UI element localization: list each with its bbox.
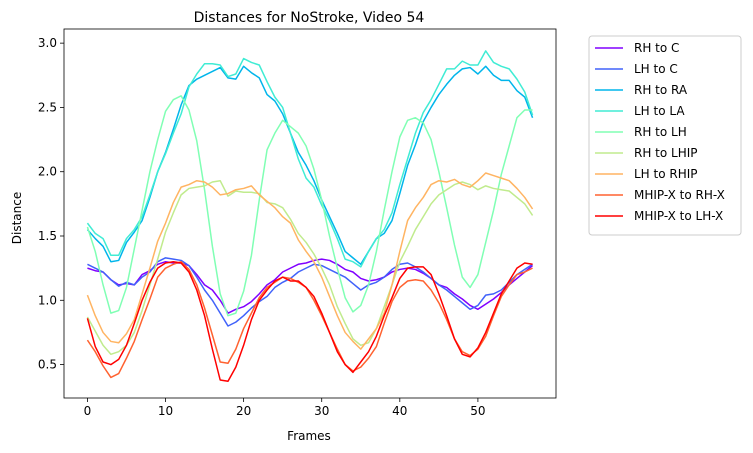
series-line-3 — [86, 65, 534, 266]
x-tick-label: 0 — [84, 404, 92, 418]
legend-box — [588, 35, 742, 236]
series-line-6 — [86, 179, 534, 356]
x-tick-label: 10 — [158, 404, 173, 418]
legend-entry: RH to LH — [634, 125, 687, 139]
series-line-9 — [86, 260, 533, 383]
axes-layer: 0 10 20 30 40 50 0.5 1.0 1.5 2.0 2.5 3.0 — [38, 28, 557, 418]
legend-entry: RH to RA — [634, 83, 688, 97]
y-tick-label: 2.5 — [38, 100, 57, 114]
y-tick-label: 1.5 — [38, 229, 57, 243]
legend-entry: RH to LHIP — [634, 146, 698, 160]
y-tick-label: 0.5 — [38, 358, 57, 372]
plot-frame — [63, 28, 557, 399]
y-tick-label: 2.0 — [38, 165, 57, 179]
x-tick-label: 30 — [314, 404, 329, 418]
legend: RH to C LH to C RH to RA LH to LA RH to LH RH… — [588, 35, 742, 236]
series-line-2 — [87, 257, 533, 327]
series-line-5 — [86, 95, 533, 317]
series-line-8 — [86, 260, 533, 379]
series-line-1 — [87, 258, 534, 314]
legend-entry: MHIP-X to LH-X — [634, 209, 723, 223]
series-layer — [86, 50, 534, 383]
x-tick-label: 50 — [470, 404, 485, 418]
x-tick-label: 40 — [392, 404, 407, 418]
legend-entry: LH to LA — [634, 104, 685, 118]
legend-entry: MHIP-X to RH-X — [634, 188, 725, 202]
series-line-7 — [86, 172, 534, 350]
y-tick-label: 1.0 — [38, 293, 57, 307]
x-axis-label: Frames — [287, 429, 331, 443]
y-tick-label: 3.0 — [38, 36, 57, 50]
x-tick-label: 20 — [236, 404, 251, 418]
legend-entry: LH to RHIP — [634, 167, 698, 181]
chart-title: Distances for NoStroke, Video 54 — [194, 10, 425, 26]
y-axis-label: Distance — [10, 192, 24, 244]
series-line-4 — [86, 50, 534, 268]
legend-entry: RH to C — [634, 41, 679, 55]
legend-entry: LH to C — [634, 62, 678, 76]
